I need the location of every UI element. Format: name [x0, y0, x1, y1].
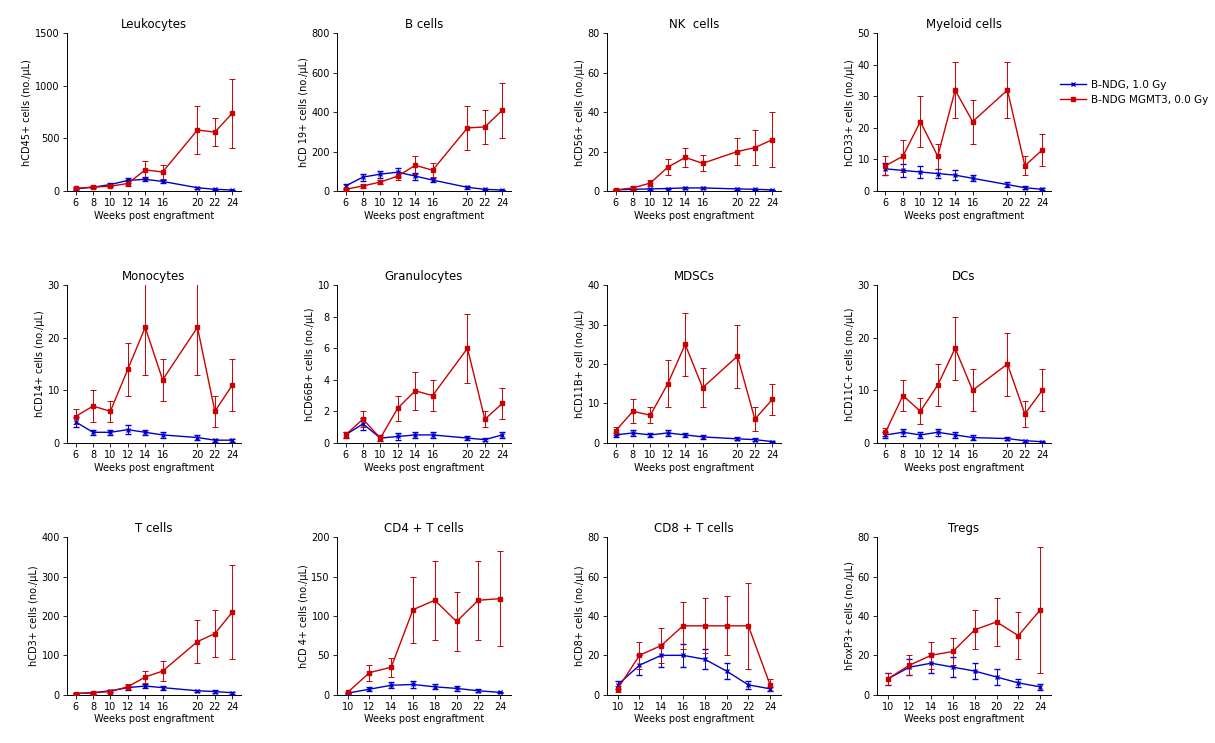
X-axis label: Weeks post engraftment: Weeks post engraftment: [94, 715, 214, 724]
X-axis label: Weeks post engraftment: Weeks post engraftment: [634, 715, 755, 724]
X-axis label: Weeks post engraftment: Weeks post engraftment: [904, 715, 1024, 724]
Title: Tregs: Tregs: [949, 522, 979, 535]
X-axis label: Weeks post engraftment: Weeks post engraftment: [904, 210, 1024, 221]
X-axis label: Weeks post engraftment: Weeks post engraftment: [634, 462, 755, 473]
X-axis label: Weeks post engraftment: Weeks post engraftment: [634, 210, 755, 221]
Legend: B-NDG, 1.0 Gy, B-NDG MGMT3, 0.0 Gy: B-NDG, 1.0 Gy, B-NDG MGMT3, 0.0 Gy: [1059, 80, 1209, 105]
X-axis label: Weeks post engraftment: Weeks post engraftment: [904, 462, 1024, 473]
X-axis label: Weeks post engraftment: Weeks post engraftment: [363, 210, 484, 221]
Title: Granulocytes: Granulocytes: [385, 270, 463, 283]
Title: CD8 + T cells: CD8 + T cells: [654, 522, 734, 535]
X-axis label: Weeks post engraftment: Weeks post engraftment: [94, 210, 214, 221]
Title: B cells: B cells: [405, 18, 443, 31]
Y-axis label: hCD 19+ cells (no./μL): hCD 19+ cells (no./μL): [299, 57, 309, 167]
Y-axis label: hCD56+ cells (no./μL): hCD56+ cells (no./μL): [575, 59, 584, 166]
Title: Myeloid cells: Myeloid cells: [926, 18, 1002, 31]
Title: DCs: DCs: [953, 270, 976, 283]
Title: Leukocytes: Leukocytes: [120, 18, 187, 31]
Y-axis label: hFoxP3+ cells (no./μL): hFoxP3+ cells (no./μL): [844, 562, 854, 670]
X-axis label: Weeks post engraftment: Weeks post engraftment: [94, 462, 214, 473]
Title: T cells: T cells: [135, 522, 173, 535]
Y-axis label: hCD33+ cells (no./μL): hCD33+ cells (no./μL): [844, 59, 854, 166]
Y-axis label: hCD66B+ cells (no./μL): hCD66B+ cells (no./μL): [305, 308, 315, 421]
Title: Monocytes: Monocytes: [123, 270, 186, 283]
Y-axis label: hCD11C+ cells (no./μL): hCD11C+ cells (no./μL): [844, 308, 854, 421]
Title: NK  cells: NK cells: [668, 18, 719, 31]
Y-axis label: hCD11B+ cell (no./μL): hCD11B+ cell (no./μL): [575, 310, 584, 418]
X-axis label: Weeks post engraftment: Weeks post engraftment: [363, 462, 484, 473]
X-axis label: Weeks post engraftment: Weeks post engraftment: [363, 715, 484, 724]
Y-axis label: hCD14+ cells (no./μL): hCD14+ cells (no./μL): [35, 311, 45, 418]
Title: MDSCs: MDSCs: [673, 270, 714, 283]
Title: CD4 + T cells: CD4 + T cells: [384, 522, 464, 535]
Y-axis label: hCD3+ cells (no./μL): hCD3+ cells (no./μL): [29, 565, 39, 666]
Y-axis label: hCD8+ cells (no./μL): hCD8+ cells (no./μL): [575, 565, 584, 666]
Y-axis label: hCD 4+ cells (no./μL): hCD 4+ cells (no./μL): [299, 564, 309, 668]
Y-axis label: hCD45+ cells (no./μL): hCD45+ cells (no./μL): [23, 59, 33, 166]
